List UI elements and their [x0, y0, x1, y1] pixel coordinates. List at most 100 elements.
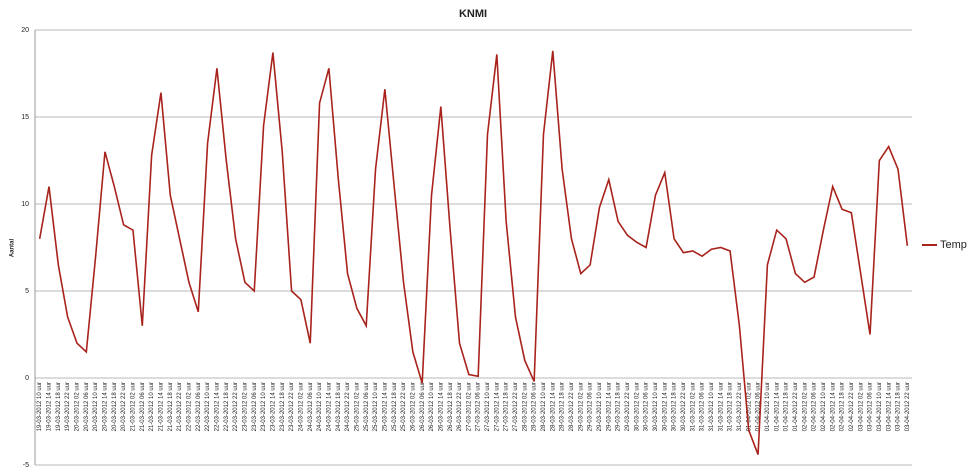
- x-tick-label: 01-04-2012 22 uur: [793, 382, 799, 431]
- line-series: [38, 50, 909, 455]
- x-tick-label: 23-03-2012 18 uur: [280, 382, 286, 431]
- x-tick-label: 03-04-2012 10 uur: [877, 382, 883, 431]
- x-tick-label: 23-03-2012 10 uur: [261, 382, 267, 431]
- x-tick-label: 27-03-2012 02 uur: [466, 382, 472, 431]
- x-tick-label: 22-03-2012 22 uur: [233, 382, 239, 431]
- x-tick-label: 01-04-2012 18 uur: [784, 382, 790, 431]
- x-tick-label: 20-03-2012 06 uur: [84, 382, 90, 431]
- x-tick-label: 28-03-2012 22 uur: [569, 382, 575, 431]
- x-tick-label: 31-03-2012 06 uur: [700, 382, 706, 431]
- x-tick-label: 02-04-2012 10 uur: [821, 382, 827, 431]
- x-tick-label: 27-03-2012 22 uur: [513, 382, 519, 431]
- legend-label: Temp: [940, 239, 967, 251]
- x-tick-label: 02-04-2012 18 uur: [840, 382, 846, 431]
- x-tick-label: 30-03-2012 06 uur: [644, 382, 650, 431]
- x-tick-label: 01-04-2012 14 uur: [774, 382, 780, 431]
- x-tick-label: 21-03-2012 02 uur: [131, 382, 137, 431]
- x-tick-label: 01-04-2012 02 uur: [746, 382, 752, 431]
- x-tick-label: 27-03-2012 14 uur: [494, 382, 500, 431]
- x-tick-label: 31-03-2012 10 uur: [709, 382, 715, 431]
- y-tick-label: 15: [21, 114, 29, 121]
- x-tick-label: 03-04-2012 22 uur: [905, 382, 911, 431]
- x-tick-label: 31-03-2012 02 uur: [690, 382, 696, 431]
- x-tick-label: 19-03-2012 18 uur: [56, 382, 62, 431]
- x-tick-label: 20-03-2012 18 uur: [112, 382, 118, 431]
- x-tick-label: 20-03-2012 14 uur: [103, 382, 109, 431]
- x-tick-label: 25-03-2012 02 uur: [354, 382, 360, 431]
- x-tick-label: 21-03-2012 22 uur: [177, 382, 183, 431]
- x-tick-label: 19-03-2012 22 uur: [65, 382, 71, 431]
- x-tick-label: 20-03-2012 10 uur: [93, 382, 99, 431]
- x-tick-label: 20-03-2012 02 uur: [75, 382, 81, 431]
- x-tick-label: 24-03-2012 18 uur: [336, 382, 342, 431]
- x-tick-label: 19-03-2012 14 uur: [47, 382, 53, 431]
- x-tick-label: 21-03-2012 06 uur: [140, 382, 146, 431]
- x-tick-label: 30-03-2012 02 uur: [634, 382, 640, 431]
- x-tick-label: 28-03-2012 14 uur: [550, 382, 556, 431]
- x-tick-label: 01-04-2012 10 uur: [765, 382, 771, 431]
- x-tick-label: 27-03-2012 10 uur: [485, 382, 491, 431]
- y-axis-label: Aantal: [10, 239, 16, 258]
- x-tick-label: 24-03-2012 06 uur: [308, 382, 314, 431]
- x-tick-label: 29-03-2012 06 uur: [588, 382, 594, 431]
- x-tick-label: 25-03-2012 18 uur: [392, 382, 398, 431]
- x-tick-label: 25-03-2012 14 uur: [382, 382, 388, 431]
- x-tick-label: 26-03-2012 14 uur: [438, 382, 444, 431]
- x-tick-label: 23-03-2012 14 uur: [270, 382, 276, 431]
- x-tick-label: 03-04-2012 06 uur: [868, 382, 874, 431]
- x-tick-label: 02-04-2012 02 uur: [802, 382, 808, 431]
- x-tick-label: 29-03-2012 22 uur: [625, 382, 631, 431]
- x-tick-label: 24-03-2012 02 uur: [298, 382, 304, 431]
- x-tick-label: 29-03-2012 10 uur: [597, 382, 603, 431]
- x-tick-label: 30-03-2012 10 uur: [653, 382, 659, 431]
- x-tick-label: 25-03-2012 10 uur: [373, 382, 379, 431]
- x-tick-label: 22-03-2012 14 uur: [215, 382, 221, 431]
- x-tick-label: 01-04-2012 06 uur: [756, 382, 762, 431]
- x-tick-label: 26-03-2012 02 uur: [410, 382, 416, 431]
- x-tick-label: 22-03-2012 02 uur: [187, 382, 193, 431]
- y-tick-label: 5: [25, 288, 29, 295]
- x-tick-label: 21-03-2012 18 uur: [168, 382, 174, 431]
- x-tick-label: 22-03-2012 18 uur: [224, 382, 230, 431]
- x-tick-label: 24-03-2012 22 uur: [345, 382, 351, 431]
- x-tick-label: 26-03-2012 10 uur: [429, 382, 435, 431]
- x-tick-label: 02-04-2012 22 uur: [849, 382, 855, 431]
- x-tick-label: 29-03-2012 18 uur: [616, 382, 622, 431]
- chart-title: KNMI: [459, 8, 487, 20]
- x-tick-label: 02-04-2012 14 uur: [830, 382, 836, 431]
- x-tick-label: 27-03-2012 06 uur: [476, 382, 482, 431]
- x-tick-label: 22-03-2012 06 uur: [196, 382, 202, 431]
- x-tick-label: 21-03-2012 14 uur: [159, 382, 165, 431]
- x-tick-label: 23-03-2012 22 uur: [289, 382, 295, 431]
- x-tick-label: 03-04-2012 14 uur: [886, 382, 892, 431]
- x-tick-label: 30-03-2012 14 uur: [662, 382, 668, 431]
- x-tick-label: 20-03-2012 22 uur: [121, 382, 127, 431]
- x-tick-label: 25-03-2012 22 uur: [401, 382, 407, 431]
- y-tick-label: 20: [21, 27, 29, 34]
- x-tick-label: 28-03-2012 10 uur: [541, 382, 547, 431]
- x-tick-label: 26-03-2012 22 uur: [457, 382, 463, 431]
- x-tick-label: 03-04-2012 02 uur: [858, 382, 864, 431]
- x-tick-label: 22-03-2012 10 uur: [205, 382, 211, 431]
- y-tick-label: -5: [23, 462, 29, 469]
- x-tick-label: 28-03-2012 02 uur: [522, 382, 528, 431]
- x-tick-label: 02-04-2012 06 uur: [812, 382, 818, 431]
- x-tick-label: 24-03-2012 14 uur: [326, 382, 332, 431]
- x-tick-label: 24-03-2012 10 uur: [317, 382, 323, 431]
- x-tick-label: 29-03-2012 02 uur: [578, 382, 584, 431]
- x-tick-label: 26-03-2012 18 uur: [448, 382, 454, 431]
- x-tick-label: 29-03-2012 14 uur: [606, 382, 612, 431]
- x-tick-label: 23-03-2012 06 uur: [252, 382, 258, 431]
- x-tick-label: 31-03-2012 18 uur: [728, 382, 734, 431]
- x-tick-label: 27-03-2012 18 uur: [504, 382, 510, 431]
- x-tick-label: 28-03-2012 18 uur: [560, 382, 566, 431]
- x-tick-label: 30-03-2012 22 uur: [681, 382, 687, 431]
- x-tick-label: 25-03-2012 06 uur: [364, 382, 370, 431]
- x-tick-label: 03-04-2012 18 uur: [896, 382, 902, 431]
- x-tick-label: 28-03-2012 06 uur: [532, 382, 538, 431]
- x-tick-label: 26-03-2012 06 uur: [420, 382, 426, 431]
- x-tick-label: 19-03-2012 10 uur: [37, 382, 43, 431]
- y-tick-label: 10: [21, 201, 29, 208]
